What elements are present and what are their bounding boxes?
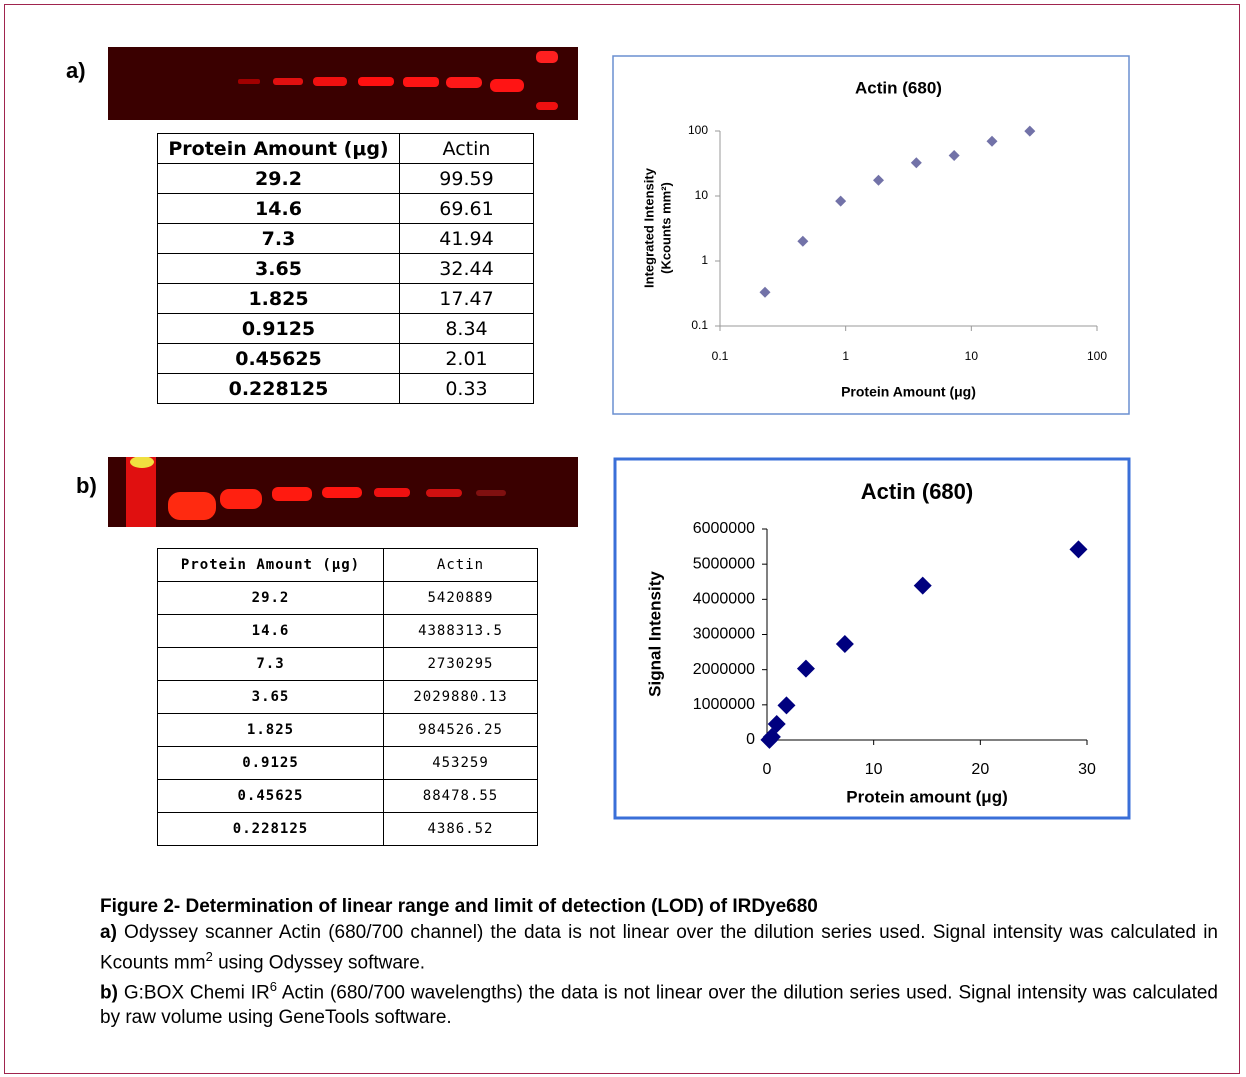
y-tick-label: 0.1 — [691, 318, 708, 332]
data-point — [1024, 126, 1035, 137]
y-axis-label: Integrated Intensity — [641, 167, 656, 288]
x-axis-label: Protein Amount (μg) — [841, 384, 976, 400]
data-point — [835, 196, 846, 207]
data-point — [777, 696, 795, 714]
x-tick-label: 0 — [763, 761, 772, 778]
y-tick-label: 1000000 — [693, 696, 755, 713]
data-point — [1069, 540, 1087, 558]
chart-frame — [613, 56, 1129, 414]
caption-title: Figure 2- Determination of linear range … — [100, 895, 1218, 919]
data-point — [836, 635, 854, 653]
caption-label: b) — [100, 983, 118, 1004]
x-tick-label: 10 — [965, 349, 979, 363]
y-tick-label: 4000000 — [693, 591, 755, 608]
data-point — [949, 150, 960, 161]
data-point — [760, 287, 771, 298]
caption-paragraph: a) Odyssey scanner Actin (680/700 channe… — [100, 921, 1218, 975]
x-tick-label: 1 — [842, 349, 849, 363]
caption-text: G:BOX Chemi IR — [118, 983, 270, 1004]
y-tick-label: 6000000 — [693, 520, 755, 537]
caption-text: using Odyssey software. — [213, 952, 425, 973]
caption-paragraph: b) G:BOX Chemi IR6 Actin (680/700 wavele… — [100, 975, 1218, 1029]
x-tick-label: 30 — [1078, 761, 1096, 778]
superscript: 2 — [206, 949, 213, 964]
y-tick-label: 10 — [695, 188, 709, 202]
data-point — [873, 175, 884, 186]
caption-label: a) — [100, 922, 117, 943]
y-axis-label: Signal Intensity — [645, 571, 664, 697]
y-tick-label: 2000000 — [693, 661, 755, 678]
y-tick-label: 1 — [701, 253, 708, 267]
chart-title: Actin (680) — [855, 78, 942, 97]
caption: Figure 2- Determination of linear range … — [100, 895, 1218, 1030]
x-tick-label: 10 — [865, 761, 883, 778]
y-tick-label: 0 — [746, 731, 755, 748]
chart-title: Actin (680) — [861, 479, 973, 504]
x-tick-label: 100 — [1087, 349, 1107, 363]
x-tick-label: 20 — [971, 761, 989, 778]
superscript: 6 — [270, 979, 277, 994]
y-axis-label: (Kcounts mm²) — [658, 182, 673, 274]
page: a) b) Protein Amount (μg)Actin29.299.591… — [0, 0, 1246, 1077]
y-tick-label: 3000000 — [693, 626, 755, 643]
data-point — [797, 660, 815, 678]
data-point — [797, 236, 808, 247]
y-tick-label: 5000000 — [693, 555, 755, 572]
data-point — [911, 157, 922, 168]
x-axis-label: Protein amount (μg) — [846, 787, 1008, 806]
y-tick-label: 100 — [688, 123, 708, 137]
data-point — [914, 577, 932, 595]
data-point — [986, 136, 997, 147]
x-tick-label: 0.1 — [712, 349, 729, 363]
